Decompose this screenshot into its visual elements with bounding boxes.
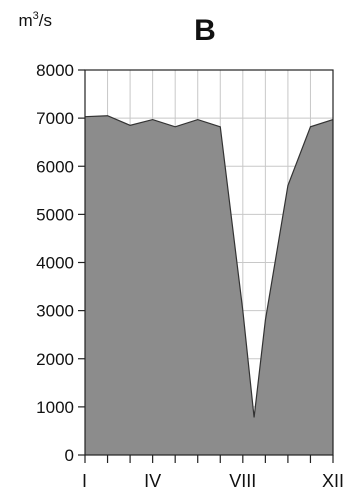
x-tick-label: I (82, 471, 87, 491)
y-tick-label: 6000 (36, 157, 74, 176)
x-axis-ticks: I IV VIII XII (82, 455, 344, 491)
x-tick-label: VIII (229, 471, 256, 491)
y-tick-label: 8000 (36, 61, 74, 80)
panel-title: B (194, 14, 216, 47)
y-tick-label: 4000 (36, 254, 74, 273)
discharge-area (85, 115, 333, 455)
plot-area (84, 115, 334, 455)
y-axis-unit-base: m (18, 11, 32, 30)
y-tick-label: 3000 (36, 302, 74, 321)
y-axis-unit-exponent: 3 (33, 10, 39, 22)
y-axis-unit-tail: /s (39, 11, 52, 30)
y-tick-label: 1000 (36, 398, 74, 417)
y-tick-label: 0 (65, 446, 74, 465)
y-axis-unit-label: m3/s (18, 10, 52, 30)
y-axis-ticks: 0 1000 2000 3000 4000 5000 6000 7000 8000 (36, 61, 85, 465)
y-tick-label: 2000 (36, 350, 74, 369)
discharge-line (84, 115, 334, 418)
y-tick-label: 7000 (36, 109, 74, 128)
x-tick-label: IV (144, 471, 161, 491)
y-tick-label: 5000 (36, 205, 74, 224)
x-tick-label: XII (322, 471, 344, 491)
